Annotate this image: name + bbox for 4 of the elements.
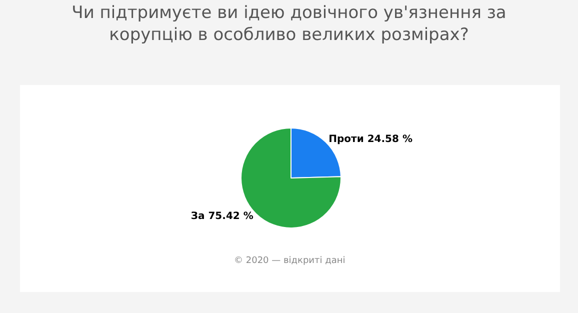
slice-label: Проти 24.58 % [328,134,412,145]
text: © 2020 — відкриті дані [234,256,346,266]
chart-title: Чи підтримуєте ви ідею довічного ув'язнення за корупцію в особливо великих розмірах? [72,3,506,46]
slice-label: За 75.42 % [190,211,254,222]
